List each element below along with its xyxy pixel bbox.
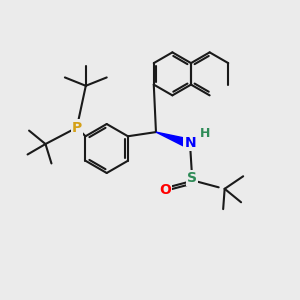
Text: S: S	[187, 171, 197, 185]
Text: H: H	[200, 127, 210, 140]
Text: O: O	[159, 183, 171, 197]
Polygon shape	[156, 132, 187, 146]
Text: N: N	[184, 136, 196, 149]
Text: P: P	[72, 121, 82, 135]
